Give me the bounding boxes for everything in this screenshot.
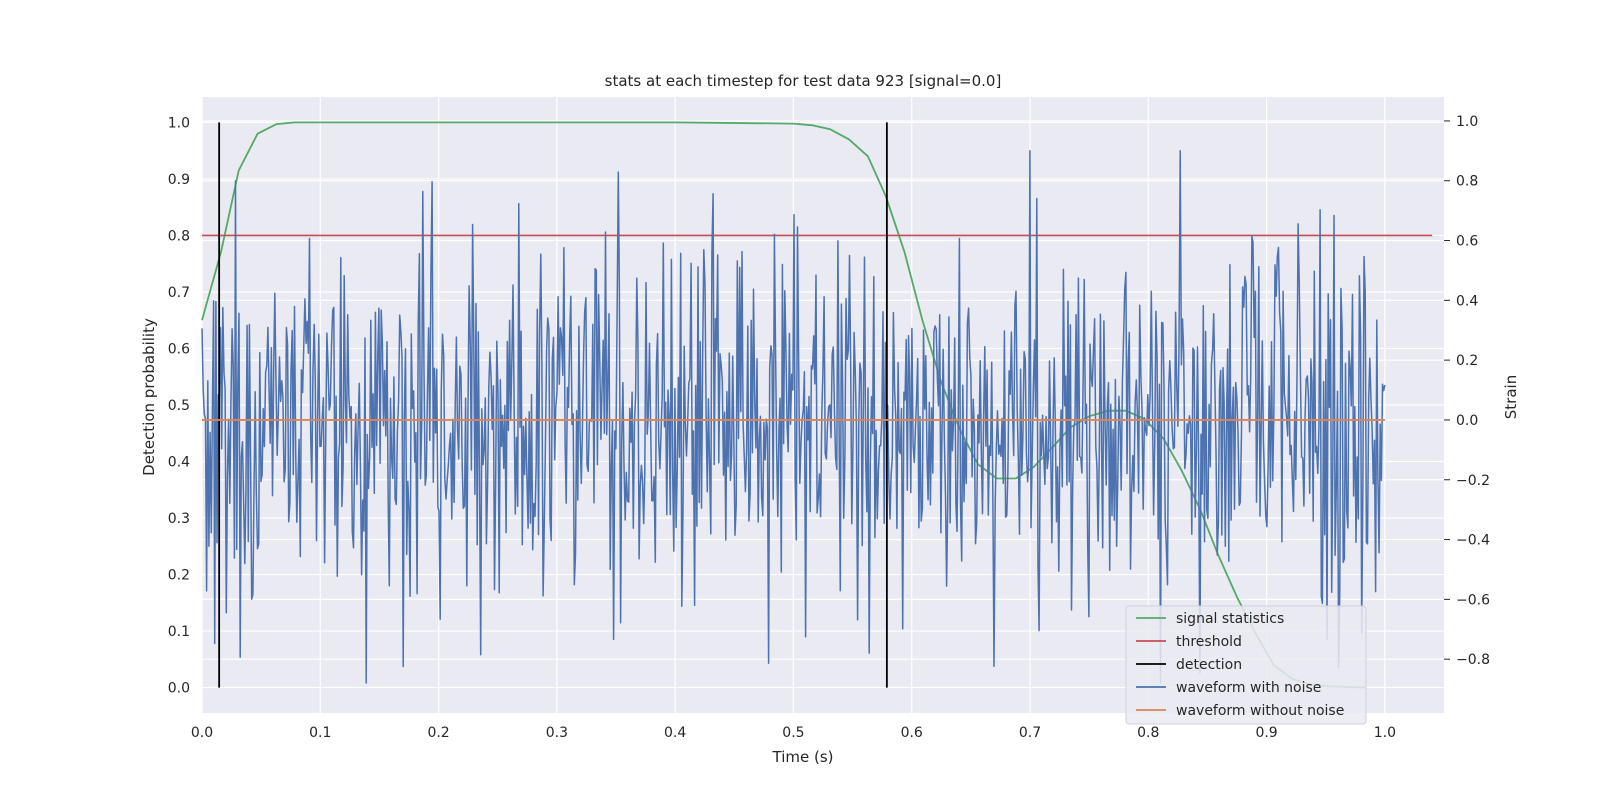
y-tick-label: 0.7 xyxy=(168,285,190,301)
y2-tick-label: 0.8 xyxy=(1456,174,1478,190)
x-tick-label: 0.3 xyxy=(546,725,568,741)
x-tick-label: 0.9 xyxy=(1255,725,1277,741)
y2-tick-label: 0.0 xyxy=(1456,413,1478,429)
y2-tick-label: −0.8 xyxy=(1456,652,1490,668)
x-tick-label: 1.0 xyxy=(1374,725,1396,741)
y2-axis-ticks: −0.8 −0.6 −0.4 −0.2 0.0 0.2 0.4 0.6 0.8 1.0 xyxy=(1444,114,1490,668)
y2-tick-label: 0.4 xyxy=(1456,293,1478,309)
chart-title: stats at each timestep for test data 923… xyxy=(605,72,1002,90)
legend-entry: threshold xyxy=(1176,634,1242,650)
legend-box xyxy=(1125,605,1367,725)
series-layer xyxy=(201,121,1433,689)
y-tick-label: 0.0 xyxy=(168,681,190,697)
y-tick-label: 1.0 xyxy=(168,115,190,131)
legend-entry: signal statistics xyxy=(1176,611,1284,627)
y-tick-label: 0.1 xyxy=(168,624,190,640)
x-axis-ticks: 0.0 0.1 0.2 0.3 0.4 0.5 0.6 0.7 0.8 0.9 1.0 xyxy=(191,725,1396,741)
x-axis-label: Time (s) xyxy=(772,748,834,766)
y-tick-label: 0.8 xyxy=(168,228,190,244)
legend-entry: waveform with noise xyxy=(1176,680,1321,696)
x-tick-label: 0.7 xyxy=(1019,725,1041,741)
y2-tick-label: 0.6 xyxy=(1456,234,1478,250)
x-tick-label: 0.5 xyxy=(782,725,804,741)
y-tick-label: 0.5 xyxy=(168,398,190,414)
y2-tick-label: −0.4 xyxy=(1456,533,1490,549)
legend-entry: waveform without noise xyxy=(1176,703,1344,719)
y-axis-ticks: 0.0 0.1 0.2 0.3 0.4 0.5 0.6 0.7 0.8 0.9 1.0 xyxy=(168,115,190,696)
y-tick-label: 0.6 xyxy=(168,341,190,357)
y-axis-label: Detection probability xyxy=(140,318,158,476)
x-tick-label: 0.2 xyxy=(427,725,449,741)
x-tick-label: 0.4 xyxy=(664,725,686,741)
legend: signal statistics threshold detection wavef… xyxy=(1125,605,1367,725)
y2-axis-label: Strain xyxy=(1502,375,1520,419)
y2-tick-label: −0.2 xyxy=(1456,473,1490,489)
x-tick-label: 0.1 xyxy=(309,725,331,741)
y-tick-label: 0.4 xyxy=(168,455,190,471)
legend-entry: detection xyxy=(1176,657,1242,673)
y2-tick-label: 0.2 xyxy=(1456,353,1478,369)
y2-tick-label: 1.0 xyxy=(1456,114,1478,130)
y-tick-label: 0.9 xyxy=(168,172,190,188)
series-waveform-with-noise xyxy=(201,150,1386,684)
y2-tick-label: −0.6 xyxy=(1456,592,1490,608)
x-tick-label: 0.0 xyxy=(191,725,213,741)
x-tick-label: 0.6 xyxy=(901,725,923,741)
x-tick-label: 0.8 xyxy=(1137,725,1159,741)
y-tick-label: 0.3 xyxy=(168,511,190,527)
y-tick-label: 0.2 xyxy=(168,568,190,584)
